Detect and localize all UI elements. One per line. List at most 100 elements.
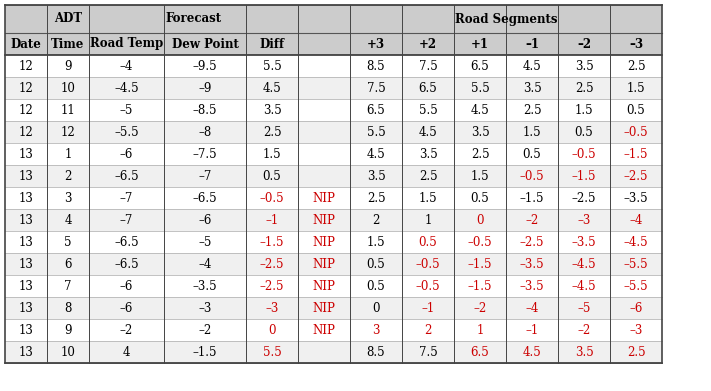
Text: 9: 9 [64, 59, 72, 72]
Text: –0.5: –0.5 [416, 280, 440, 292]
Text: 5: 5 [64, 235, 72, 249]
Text: –7: –7 [120, 192, 133, 204]
Text: 1.5: 1.5 [574, 104, 593, 117]
Text: –7.5: –7.5 [193, 147, 218, 160]
Text: 0.5: 0.5 [367, 258, 385, 271]
Text: NIP: NIP [313, 192, 336, 204]
Text: 4.5: 4.5 [262, 81, 282, 95]
Text: NIP: NIP [313, 323, 336, 337]
Text: –4.5: –4.5 [572, 280, 597, 292]
Text: 7.5: 7.5 [419, 59, 437, 72]
Text: 3.5: 3.5 [574, 346, 594, 359]
Text: –6: –6 [120, 280, 133, 292]
Text: 2.5: 2.5 [626, 59, 646, 72]
Text: –4: –4 [525, 301, 539, 314]
Text: 7.5: 7.5 [419, 346, 437, 359]
Text: 3.5: 3.5 [471, 126, 489, 138]
Text: –3: –3 [629, 323, 643, 337]
Bar [5, 5, 662, 33]
Text: 5.5: 5.5 [262, 346, 282, 359]
Text: 7.5: 7.5 [367, 81, 385, 95]
Text: 2: 2 [373, 213, 380, 226]
Text: –3.5: –3.5 [624, 192, 648, 204]
Bar [5, 341, 662, 363]
Text: –2: –2 [198, 323, 212, 337]
Text: 1: 1 [424, 213, 432, 226]
Text: –0.5: –0.5 [416, 258, 440, 271]
Text: –5: –5 [120, 104, 133, 117]
Text: –2: –2 [474, 301, 486, 314]
Text: –3: –3 [198, 301, 212, 314]
Text: 3.5: 3.5 [262, 104, 282, 117]
Bar [5, 319, 662, 341]
Text: 5.5: 5.5 [419, 104, 437, 117]
Text: –1.5: –1.5 [193, 346, 218, 359]
Text: –8: –8 [198, 126, 212, 138]
Text: 2.5: 2.5 [523, 104, 541, 117]
Text: –9.5: –9.5 [193, 59, 218, 72]
Text: 5.5: 5.5 [367, 126, 385, 138]
Text: –1: –1 [265, 213, 279, 226]
Text: 2: 2 [64, 170, 72, 183]
Text: ADT: ADT [54, 13, 82, 25]
Text: –6.5: –6.5 [114, 170, 139, 183]
Text: –8.5: –8.5 [193, 104, 218, 117]
Text: –2.5: –2.5 [572, 192, 597, 204]
Text: 12: 12 [18, 59, 33, 72]
Text: –6.5: –6.5 [114, 258, 139, 271]
Text: Time: Time [51, 38, 85, 50]
Text: –9: –9 [198, 81, 212, 95]
Text: –2.5: –2.5 [520, 235, 544, 249]
Text: –4.5: –4.5 [114, 81, 139, 95]
Text: –4: –4 [629, 213, 643, 226]
Text: 12: 12 [18, 104, 33, 117]
Text: 4: 4 [123, 346, 130, 359]
Bar [5, 165, 662, 187]
Text: –4.5: –4.5 [624, 235, 648, 249]
Text: Road Temp: Road Temp [90, 38, 163, 50]
Text: 12: 12 [60, 126, 75, 138]
Text: –0.5: –0.5 [468, 235, 492, 249]
Text: –4: –4 [120, 59, 133, 72]
Text: 13: 13 [18, 170, 33, 183]
Text: 13: 13 [18, 213, 33, 226]
Text: –6: –6 [120, 301, 133, 314]
Bar [5, 275, 662, 297]
Text: 4: 4 [64, 213, 72, 226]
Text: 4.5: 4.5 [367, 147, 385, 160]
Text: 13: 13 [18, 301, 33, 314]
Text: –0.5: –0.5 [624, 126, 648, 138]
Text: –6: –6 [120, 147, 133, 160]
Text: –3.5: –3.5 [193, 280, 218, 292]
Text: 5.5: 5.5 [471, 81, 489, 95]
Bar [5, 99, 662, 121]
Text: 3: 3 [373, 323, 380, 337]
Text: 2.5: 2.5 [574, 81, 593, 95]
Text: 0: 0 [476, 213, 483, 226]
Text: 1: 1 [64, 147, 72, 160]
Text: 8: 8 [64, 301, 72, 314]
Text: –3.5: –3.5 [572, 235, 597, 249]
Text: 6.5: 6.5 [367, 104, 385, 117]
Text: NIP: NIP [313, 235, 336, 249]
Text: 10: 10 [60, 81, 75, 95]
Text: –2.5: –2.5 [260, 280, 284, 292]
Text: –1.5: –1.5 [260, 235, 284, 249]
Text: 13: 13 [18, 258, 33, 271]
Text: NIP: NIP [313, 301, 336, 314]
Text: –2.5: –2.5 [624, 170, 648, 183]
Text: –0.5: –0.5 [520, 170, 545, 183]
Text: 8.5: 8.5 [367, 59, 385, 72]
Text: –5.5: –5.5 [624, 280, 648, 292]
Text: 5.5: 5.5 [262, 59, 282, 72]
Text: 0.5: 0.5 [471, 192, 489, 204]
Text: Road Segments: Road Segments [455, 13, 557, 25]
Text: 0.5: 0.5 [419, 235, 437, 249]
Text: –1.5: –1.5 [520, 192, 544, 204]
Text: NIP: NIP [313, 280, 336, 292]
Text: –1: –1 [422, 301, 434, 314]
Text: –3.5: –3.5 [520, 258, 545, 271]
Text: +1: +1 [471, 38, 489, 50]
Text: 2.5: 2.5 [419, 170, 437, 183]
Text: –0.5: –0.5 [572, 147, 597, 160]
